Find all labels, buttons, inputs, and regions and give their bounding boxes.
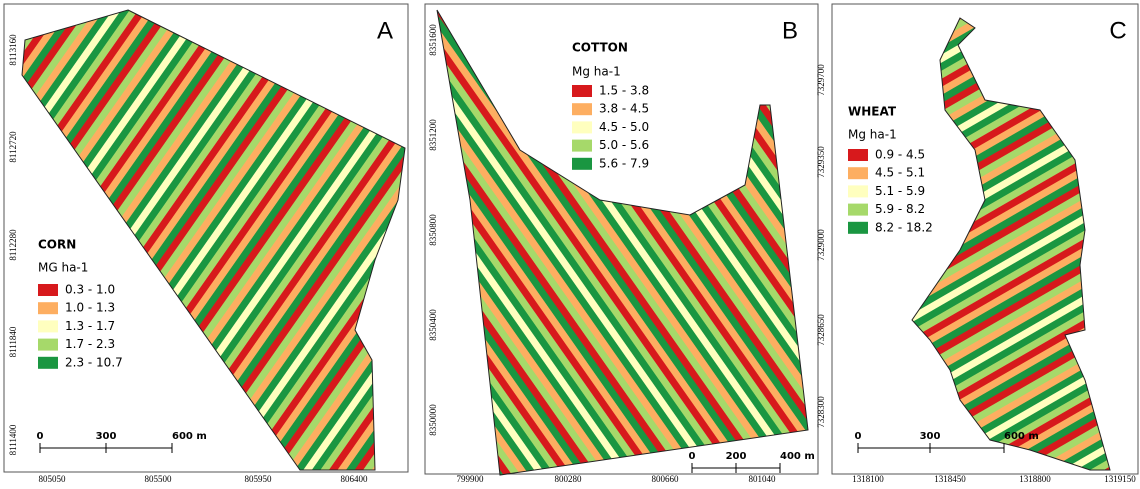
scale-label: 300	[96, 431, 117, 442]
legend-label: 4.5 - 5.0	[599, 120, 649, 134]
scale-label: 0	[37, 431, 44, 442]
scale-label: 0	[689, 451, 696, 462]
legend-unit: Mg ha-1	[572, 65, 621, 79]
x-coordinate: 806400	[341, 474, 369, 484]
y-coordinate: 8350000	[428, 404, 438, 436]
legend-label: 8.2 - 18.2	[875, 220, 933, 234]
legend-unit: MG ha-1	[38, 261, 88, 275]
legend-label: 2.3 - 10.7	[65, 355, 123, 369]
y-coordinate: 7329000	[816, 229, 826, 261]
field-map	[21, 9, 406, 471]
y-coordinate: 8113160	[8, 34, 18, 66]
legend-swatch	[38, 302, 58, 315]
scale-label: 400 m	[780, 451, 815, 462]
legend-label: 5.1 - 5.9	[875, 184, 925, 198]
x-coordinate: 805500	[145, 474, 173, 484]
legend-label: 5.0 - 5.6	[599, 138, 649, 152]
y-coordinate: 7328650	[816, 314, 826, 346]
x-coordinate: 805950	[245, 474, 273, 484]
legend-swatch	[572, 121, 592, 134]
legend-label: 5.6 - 7.9	[599, 156, 649, 170]
scale-label: 200	[726, 451, 747, 462]
legend-title: WHEAT	[848, 105, 897, 119]
y-coordinate: 8112720	[8, 131, 18, 163]
y-coordinate: 8351600	[428, 24, 438, 56]
legend-swatch	[572, 157, 592, 170]
legend-swatch	[848, 167, 868, 180]
x-coordinate: 1318800	[1019, 474, 1051, 484]
legend-label: 1.5 - 3.8	[599, 84, 649, 98]
legend-swatch	[572, 139, 592, 152]
field-map	[436, 9, 809, 476]
y-coordinate: 8351200	[428, 119, 438, 151]
y-coordinate: 8350800	[428, 214, 438, 246]
x-coordinate: 800660	[652, 474, 680, 484]
field-map	[911, 17, 1111, 471]
scale-label: 600 m	[172, 431, 207, 442]
legend-swatch	[38, 338, 58, 351]
legend-label: 0.3 - 1.0	[65, 283, 115, 297]
y-coordinate: 8112280	[8, 229, 18, 261]
x-coordinate: 799900	[457, 474, 485, 484]
legend-label: 5.9 - 8.2	[875, 202, 925, 216]
panel-letter: C	[1109, 17, 1126, 44]
y-coordinate: 7329700	[816, 64, 826, 96]
legend-unit: Mg ha-1	[848, 128, 897, 142]
legend-swatch	[572, 103, 592, 116]
legend-swatch	[848, 149, 868, 161]
legend-title: CORN	[38, 238, 76, 252]
panel-letter: B	[782, 17, 798, 44]
scale-label: 600 m	[1004, 431, 1039, 442]
legend-label: 4.5 - 5.1	[875, 166, 925, 180]
scale-label: 300	[920, 431, 941, 442]
y-coordinate: 8111840	[8, 326, 18, 357]
legend-swatch	[38, 356, 58, 369]
legend-title: COTTON	[572, 41, 628, 55]
x-coordinate: 800280	[555, 474, 583, 484]
legend-label: 1.3 - 1.7	[65, 319, 115, 333]
legend-label: 1.0 - 1.3	[65, 301, 115, 315]
legend-label: 0.9 - 4.5	[875, 148, 925, 162]
y-coordinate: 8111400	[8, 424, 18, 455]
x-coordinate: 1318100	[852, 474, 884, 484]
legend-swatch	[38, 284, 58, 296]
legend-swatch	[572, 85, 592, 97]
x-coordinate: 1318450	[934, 474, 966, 484]
legend-swatch	[848, 185, 868, 198]
x-coordinate: 1319150	[1104, 474, 1136, 484]
y-coordinate: 7329350	[816, 146, 826, 178]
legend-swatch	[848, 203, 868, 216]
x-coordinate: 801040	[749, 474, 777, 484]
legend-swatch	[38, 320, 58, 333]
y-coordinate: 7328300	[816, 396, 826, 428]
y-coordinate: 8350400	[428, 309, 438, 341]
scale-label: 0	[855, 431, 862, 442]
x-coordinate: 805050	[39, 474, 67, 484]
legend-swatch	[848, 221, 868, 234]
legend-label: 1.7 - 2.3	[65, 337, 115, 351]
panel-letter: A	[377, 17, 393, 44]
legend-label: 3.8 - 4.5	[599, 102, 649, 116]
